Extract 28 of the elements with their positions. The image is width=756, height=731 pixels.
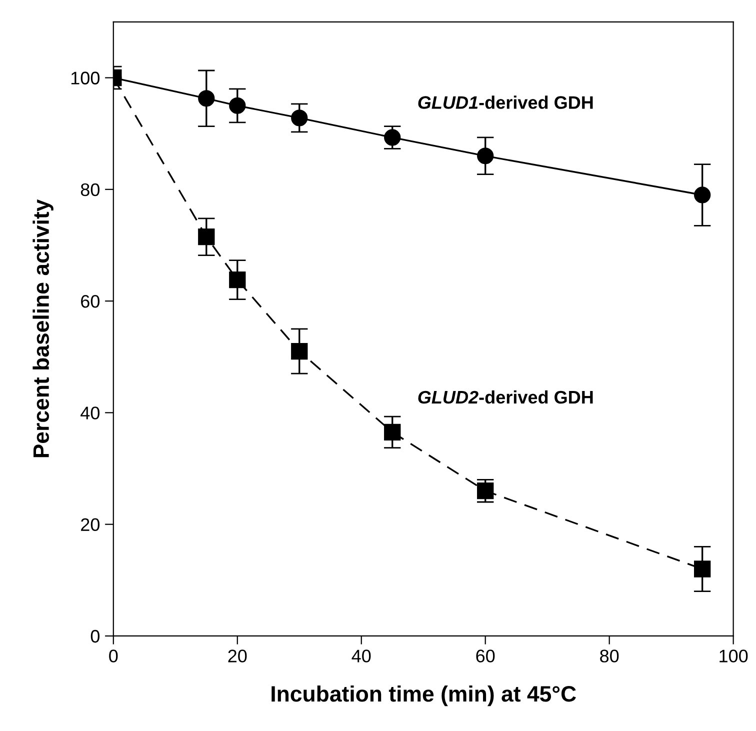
point (694, 560, 711, 578)
x-tick-label: 0 (109, 650, 118, 662)
y-tick-label: 40 (80, 406, 100, 420)
point (198, 90, 215, 107)
point (198, 228, 215, 246)
annotation: GLUD1-derived GDH (418, 96, 593, 109)
y-tick-label: 80 (80, 183, 100, 196)
point (229, 271, 246, 288)
annotation: GLUD2-derived GDH (418, 390, 593, 404)
point (291, 110, 308, 126)
point (384, 424, 401, 441)
y-tick-label: 100 (71, 72, 100, 84)
x-tick-label: 60 (476, 650, 495, 662)
y-tick-label: 20 (81, 518, 100, 532)
point (477, 482, 494, 500)
x-tick-label: 80 (600, 650, 619, 662)
x-tick-label: 100 (720, 650, 748, 662)
y-tick-label: 60 (81, 294, 100, 308)
point (291, 342, 308, 360)
y-tick-label: 0 (90, 630, 100, 643)
point (229, 97, 246, 114)
y-axis-title: Percent baseline activity (32, 199, 54, 458)
point (384, 129, 401, 146)
point (694, 186, 711, 204)
x-axis-title: Incubation time (min) at 45°C (272, 685, 576, 706)
x-tick-label: 20 (228, 650, 247, 662)
x-tick-label: 40 (352, 650, 371, 662)
point (477, 148, 494, 164)
